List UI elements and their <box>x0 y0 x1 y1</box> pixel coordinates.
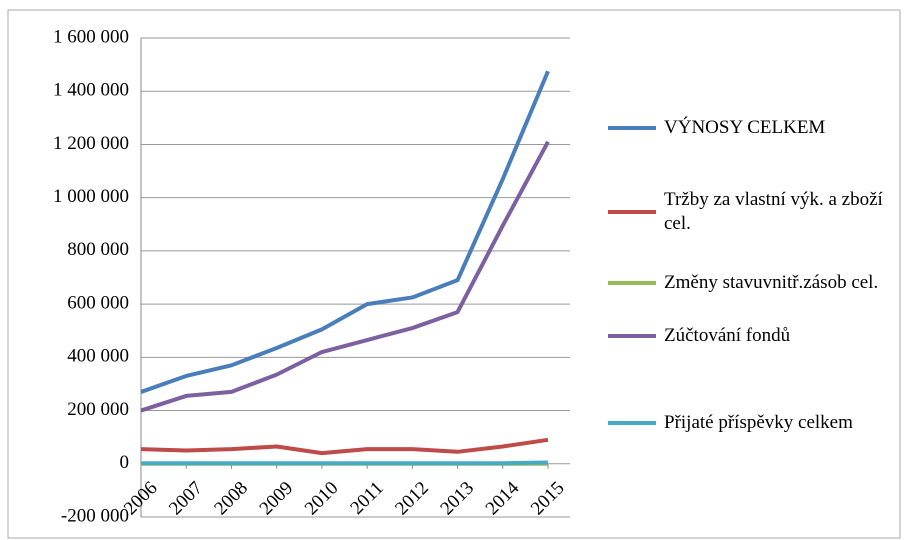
x-tick-label: 2007 <box>165 478 207 520</box>
y-tick-label: -200 000 <box>61 505 129 526</box>
legend-item: Tržby za vlastní výk. a zboží cel. <box>608 188 896 236</box>
x-tick-label: 2010 <box>301 478 343 520</box>
legend-item: Změny stavuvnitř.zásob cel. <box>608 259 896 307</box>
y-tick-label: 1 400 000 <box>53 80 129 101</box>
x-tick-label: 2008 <box>210 478 252 520</box>
x-tick-label: 2009 <box>256 478 298 520</box>
x-tick-label: 2014 <box>482 477 524 519</box>
y-tick-label: 1 000 000 <box>53 186 129 207</box>
y-tick-label: 400 000 <box>67 346 129 367</box>
legend-swatch <box>608 421 656 425</box>
series-line <box>140 437 549 456</box>
legend-label: Tržby za vlastní výk. a zboží cel. <box>664 189 883 234</box>
legend-label: Přijaté příspěvky celkem <box>664 412 853 433</box>
y-tick-label: 600 000 <box>67 292 129 313</box>
y-tick-label: 1 600 000 <box>53 26 129 47</box>
legend-swatch <box>608 334 656 338</box>
x-tick-label: 2011 <box>347 478 388 519</box>
x-tick-label: 2012 <box>391 478 433 520</box>
legend-label: Změny stavuvnitř.zásob cel. <box>664 272 879 293</box>
x-tick-label: 2015 <box>527 478 569 520</box>
legend-label: Zúčtování fondů <box>664 325 791 346</box>
y-tick-label: 0 <box>120 452 130 473</box>
legend-swatch <box>608 281 656 285</box>
legend-item: Přijaté příspěvky celkem <box>608 399 896 447</box>
series-line <box>141 460 549 466</box>
legend-label: VÝNOSY CELKEM <box>664 117 826 138</box>
chart-border <box>7 9 901 539</box>
y-tick-label: 800 000 <box>67 239 129 260</box>
y-tick-label: 1 200 000 <box>53 133 129 154</box>
legend-swatch <box>608 210 656 214</box>
legend-item: Zúčtování fondů <box>608 312 896 360</box>
legend-swatch <box>608 126 656 130</box>
legend-item: VÝNOSY CELKEM <box>608 104 896 152</box>
series-line <box>140 140 550 413</box>
x-tick-label: 2013 <box>436 478 478 520</box>
y-tick-label: 200 000 <box>67 399 129 420</box>
series-line <box>140 70 550 394</box>
